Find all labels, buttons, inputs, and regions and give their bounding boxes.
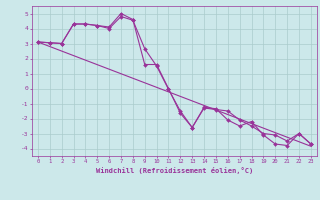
X-axis label: Windchill (Refroidissement éolien,°C): Windchill (Refroidissement éolien,°C) xyxy=(96,167,253,174)
